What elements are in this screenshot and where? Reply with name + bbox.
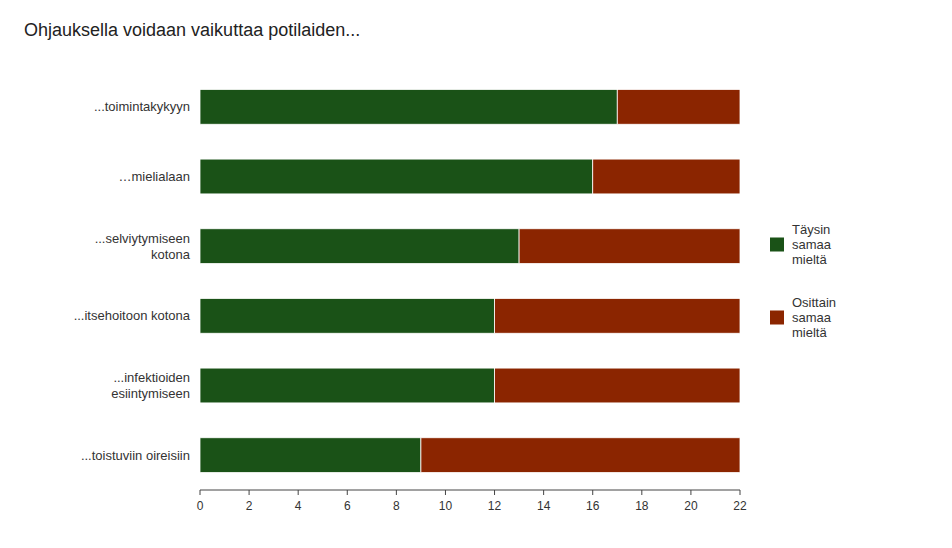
x-tick <box>690 490 691 495</box>
x-tick <box>347 490 348 495</box>
bar-segment <box>495 298 740 333</box>
bar-segment <box>200 89 617 124</box>
x-tick <box>641 490 642 495</box>
x-tick-label: 2 <box>246 499 253 513</box>
legend-swatch <box>770 238 784 252</box>
x-tick <box>298 490 299 495</box>
x-tick-label: 16 <box>586 499 600 513</box>
x-tick-label: 12 <box>488 499 502 513</box>
x-tick-label: 20 <box>684 499 698 513</box>
x-tick <box>249 490 250 495</box>
bar-segment <box>593 159 740 194</box>
legend-swatch <box>770 311 784 325</box>
chart-container: Ohjauksella voidaan vaikuttaa potilaiden… <box>0 0 952 548</box>
x-tick-label: 4 <box>295 499 302 513</box>
x-tick <box>543 490 544 495</box>
x-tick-label: 14 <box>537 499 551 513</box>
x-tick <box>494 490 495 495</box>
x-tick <box>396 490 397 495</box>
x-tick <box>445 490 446 495</box>
x-tick <box>200 490 201 495</box>
bar-segment <box>421 438 740 473</box>
category-label: …mielialaan <box>118 169 190 184</box>
bar-segment <box>519 229 740 264</box>
category-label: ...itsehoitoon kotona <box>74 308 191 323</box>
bars <box>200 89 740 472</box>
chart-title: Ohjauksella voidaan vaikuttaa potilaiden… <box>24 20 360 40</box>
x-tick-label: 22 <box>733 499 747 513</box>
x-tick-label: 8 <box>393 499 400 513</box>
x-tick <box>740 490 741 495</box>
category-label: ...infektioidenesiintymiseen <box>111 370 190 401</box>
legend-label: Täysinsamaamieltä <box>792 222 832 267</box>
bar-segment <box>495 368 740 403</box>
background <box>0 0 952 548</box>
bar-segment <box>200 298 495 333</box>
x-tick-label: 18 <box>635 499 649 513</box>
x-tick-label: 0 <box>197 499 204 513</box>
bar-segment <box>200 438 421 473</box>
category-label: ...toistuviin oireisiin <box>81 448 190 463</box>
x-axis-line <box>200 490 740 491</box>
bar-segment <box>200 368 495 403</box>
bar-segment <box>617 89 740 124</box>
category-label: ...selviytymiseenkotona <box>95 231 191 262</box>
legend: Täysinsamaamieltä Osittainsamaamieltä <box>770 222 836 340</box>
bar-segment <box>200 229 519 264</box>
category-label: ...toimintakykyyn <box>94 99 190 114</box>
chart-svg: Ohjauksella voidaan vaikuttaa potilaiden… <box>0 0 952 548</box>
legend-label: Osittainsamaamieltä <box>792 295 836 340</box>
x-tick <box>592 490 593 495</box>
x-tick-label: 10 <box>439 499 453 513</box>
x-tick-label: 6 <box>344 499 351 513</box>
bar-segment <box>200 159 593 194</box>
